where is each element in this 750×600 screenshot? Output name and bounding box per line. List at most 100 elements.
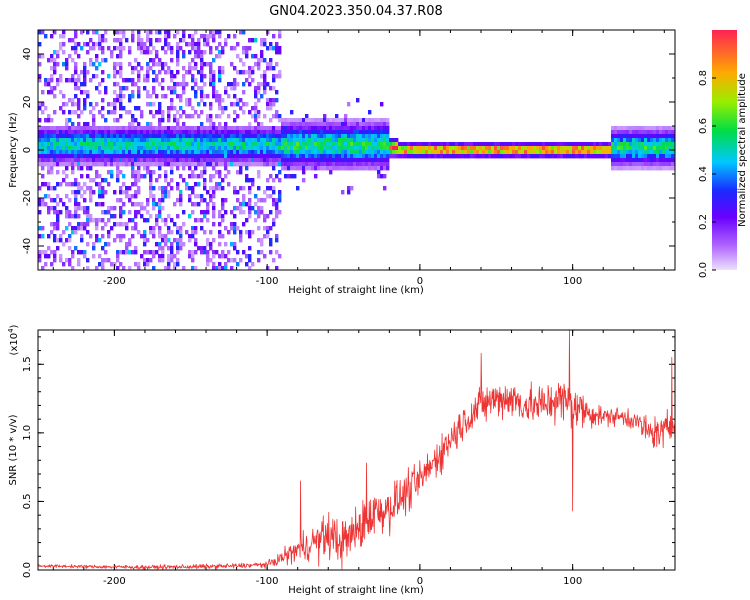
spectrogram-cell bbox=[203, 142, 207, 147]
spectrogram-cell bbox=[107, 234, 111, 239]
spectrogram-cell bbox=[137, 70, 141, 75]
spectrogram-cell bbox=[383, 146, 387, 151]
spectrogram-cell bbox=[260, 146, 264, 151]
spectrogram-cell bbox=[275, 74, 279, 79]
spectrogram-cell bbox=[467, 150, 471, 155]
spectrogram-cell bbox=[278, 170, 282, 175]
spectrogram-cell bbox=[206, 250, 210, 255]
spectrogram-cell bbox=[98, 126, 102, 131]
spectrogram-cell bbox=[149, 130, 153, 135]
spectrogram-cell bbox=[131, 118, 135, 123]
spectrogram-cell bbox=[257, 174, 261, 179]
spectrogram-cell bbox=[215, 46, 219, 51]
spectrogram-cell bbox=[668, 134, 672, 139]
spectrogram-cell bbox=[245, 78, 249, 83]
spectrogram-cell bbox=[218, 98, 222, 103]
spectrogram-cell bbox=[188, 102, 192, 107]
spectrogram-cell bbox=[77, 154, 81, 159]
spectrogram-cell bbox=[275, 62, 279, 67]
spectrogram-cell bbox=[398, 146, 402, 151]
spectrogram-cell bbox=[326, 158, 330, 163]
spectrogram-cell bbox=[47, 130, 51, 135]
spectrogram-cell bbox=[278, 118, 282, 123]
spectrogram-cell bbox=[137, 174, 141, 179]
spectrogram-cell bbox=[41, 134, 45, 139]
spectrogram-cell bbox=[155, 62, 159, 67]
spectrogram-cell bbox=[137, 122, 141, 127]
spectrogram-cell bbox=[182, 34, 186, 39]
spectrogram-cell bbox=[152, 142, 156, 147]
spectrogram-cell bbox=[272, 154, 276, 159]
spectrogram-cell bbox=[665, 134, 669, 139]
spectrogram-cell bbox=[155, 242, 159, 247]
spectrogram-cell bbox=[125, 154, 129, 159]
spectrogram-cell bbox=[74, 30, 78, 35]
spectrogram-cell bbox=[251, 142, 255, 147]
spectrogram-cell bbox=[290, 138, 294, 143]
spectrogram-cell bbox=[194, 130, 198, 135]
spectrogram-cell bbox=[197, 42, 201, 47]
spectrogram-cell bbox=[179, 154, 183, 159]
spectrogram-cell bbox=[158, 150, 162, 155]
spectrogram-cell bbox=[224, 254, 228, 259]
spectrogram-cell bbox=[287, 134, 291, 139]
spectrogram-cell bbox=[158, 110, 162, 115]
spectrogram-cell bbox=[47, 186, 51, 191]
spectrogram-cell bbox=[275, 206, 279, 211]
spectrogram-cell bbox=[209, 134, 213, 139]
spectrogram-cell bbox=[224, 174, 228, 179]
spectrogram-cell bbox=[53, 86, 57, 91]
spectrogram-cell bbox=[62, 146, 66, 151]
spectrogram-cell bbox=[119, 38, 123, 43]
spectrogram-cell bbox=[230, 158, 234, 163]
spectrogram-cell bbox=[212, 126, 216, 131]
spectrogram-cell bbox=[77, 42, 81, 47]
spectrogram-cell bbox=[47, 234, 51, 239]
spectrogram-cell bbox=[74, 102, 78, 107]
spectrogram-cell bbox=[350, 186, 354, 191]
spectrogram-cell bbox=[119, 150, 123, 155]
spectrogram-cell bbox=[212, 30, 216, 35]
spectrogram-cell bbox=[242, 90, 246, 95]
spectrogram-cell bbox=[182, 242, 186, 247]
spectrogram-cell bbox=[581, 150, 585, 155]
spectrogram-cell bbox=[581, 154, 585, 159]
spectrogram-cell bbox=[137, 74, 141, 79]
spectrogram-cell bbox=[191, 34, 195, 39]
spectrogram-cell bbox=[353, 166, 357, 171]
spectrogram-cell bbox=[566, 146, 570, 151]
spectrogram-cell bbox=[338, 154, 342, 159]
spectrogram-cell bbox=[218, 42, 222, 47]
spectrogram-cell bbox=[563, 142, 567, 147]
spectrogram-cell bbox=[314, 158, 318, 163]
spectrogram-cell bbox=[293, 158, 297, 163]
spectrogram-cell bbox=[233, 46, 237, 51]
spectrogram-cell bbox=[371, 130, 375, 135]
spectrogram-cell bbox=[224, 166, 228, 171]
spectrogram-cell bbox=[62, 154, 66, 159]
spectrogram-cell bbox=[164, 170, 168, 175]
spectrogram-cell bbox=[647, 142, 651, 147]
spectrogram-cell bbox=[53, 186, 57, 191]
spectrogram-cell bbox=[629, 162, 633, 167]
spectrogram-cell bbox=[614, 150, 618, 155]
spectrogram-cell bbox=[611, 126, 615, 131]
spectrogram-cell bbox=[158, 206, 162, 211]
spectrogram-cell bbox=[209, 150, 213, 155]
spectrogram-cell bbox=[386, 150, 390, 155]
spectrogram-cell bbox=[188, 174, 192, 179]
spectrogram-cell bbox=[221, 110, 225, 115]
spectrogram-cell bbox=[662, 154, 666, 159]
spectrogram-cell bbox=[668, 162, 672, 167]
spectrogram-cell bbox=[212, 250, 216, 255]
spectrogram-cell bbox=[377, 130, 381, 135]
spectrogram-cell bbox=[227, 114, 231, 119]
spectrogram-cell bbox=[89, 214, 93, 219]
spectrogram-cell bbox=[176, 138, 180, 143]
spectrogram-cell bbox=[200, 90, 204, 95]
spectrogram-cell bbox=[350, 146, 354, 151]
spectrogram-cell bbox=[539, 154, 543, 159]
spectrogram-cell bbox=[620, 142, 624, 147]
spectrogram-cell bbox=[134, 214, 138, 219]
spectrogram-cell bbox=[116, 30, 120, 35]
